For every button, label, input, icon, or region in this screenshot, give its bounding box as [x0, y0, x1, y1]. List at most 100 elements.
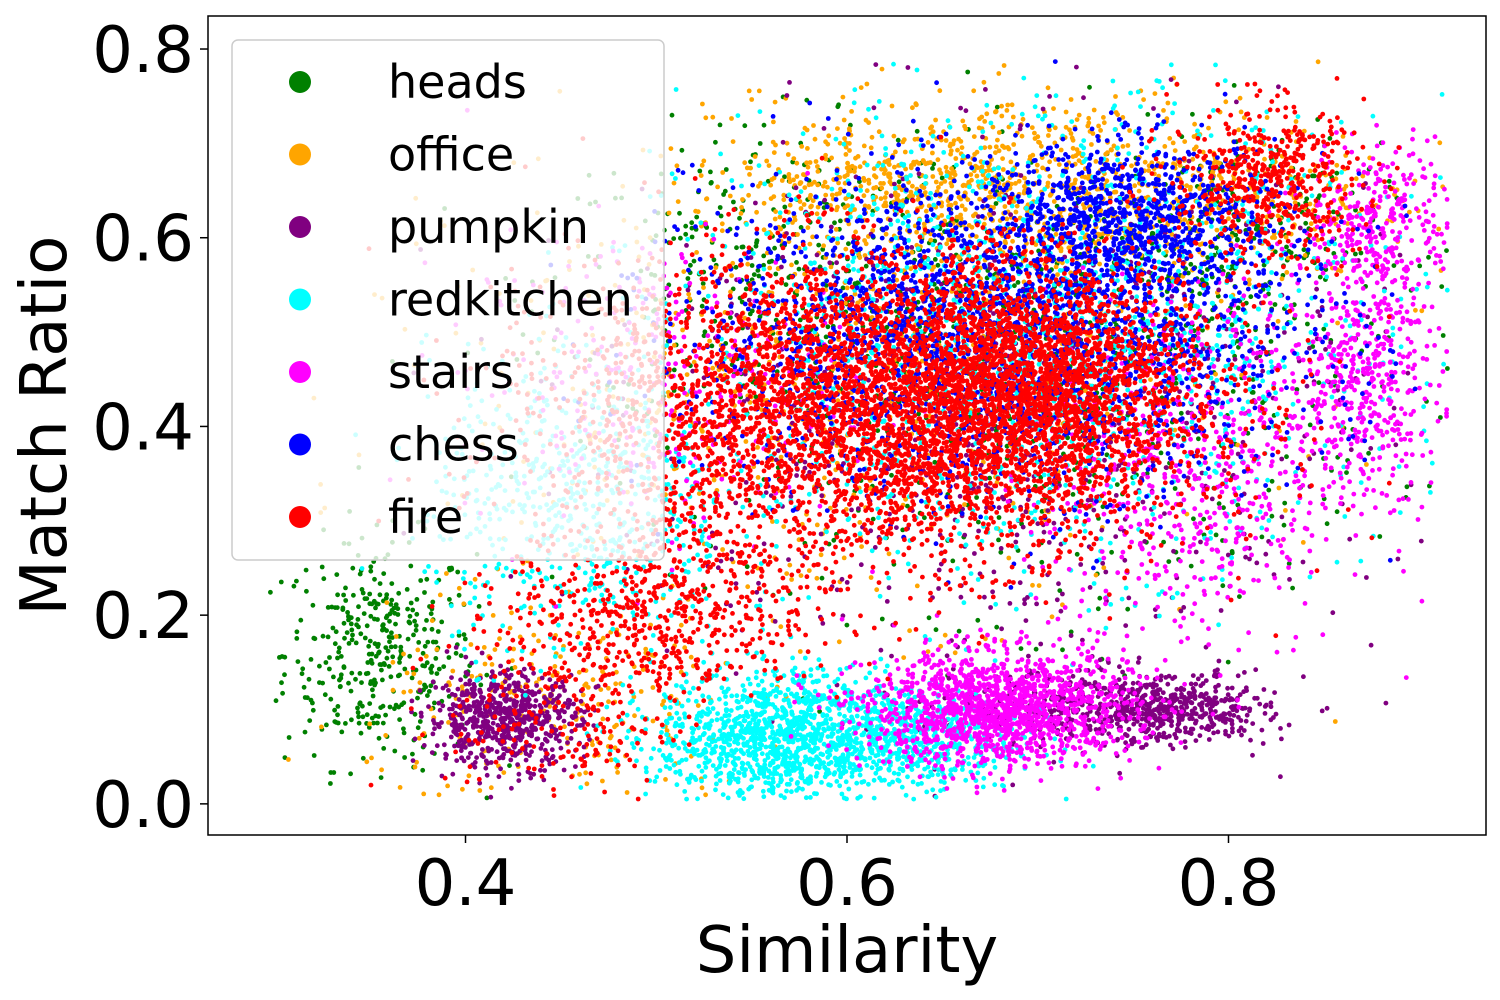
point-office — [752, 154, 758, 159]
point-heads — [1366, 450, 1371, 456]
point-heads — [819, 575, 825, 581]
point-heads — [426, 689, 432, 694]
point-office — [948, 148, 954, 154]
point-heads — [428, 611, 434, 617]
point-heads — [721, 192, 726, 197]
point-pumpkin — [440, 703, 446, 709]
point-office — [1193, 144, 1199, 150]
point-office — [1141, 97, 1146, 102]
point-office — [738, 211, 744, 216]
point-office — [947, 143, 953, 149]
point-pumpkin — [521, 702, 527, 707]
point-office — [1009, 102, 1015, 108]
point-heads — [414, 611, 420, 617]
point-office — [853, 229, 858, 235]
point-heads — [1327, 136, 1333, 141]
point-office — [456, 585, 462, 591]
point-office — [813, 159, 819, 164]
point-pumpkin — [1181, 687, 1187, 692]
point-office — [768, 196, 774, 202]
point-pumpkin — [1260, 741, 1266, 746]
point-heads — [368, 568, 374, 574]
point-heads — [391, 605, 397, 611]
point-heads — [685, 276, 691, 281]
point-heads — [1233, 232, 1239, 238]
point-pumpkin — [494, 749, 500, 755]
point-heads — [410, 751, 415, 757]
point-pumpkin — [1160, 721, 1166, 727]
point-heads — [1191, 516, 1196, 522]
point-heads — [358, 730, 364, 736]
point-heads — [441, 664, 447, 669]
point-heads — [1334, 170, 1340, 176]
point-heads — [369, 660, 375, 666]
point-pumpkin — [499, 754, 505, 759]
point-heads — [410, 607, 416, 613]
point-pumpkin — [569, 714, 575, 719]
point-heads — [343, 585, 348, 591]
point-office — [576, 669, 582, 675]
point-heads — [360, 755, 366, 761]
point-office — [798, 206, 804, 211]
point-pumpkin — [523, 674, 528, 680]
point-pumpkin — [487, 708, 493, 714]
point-pumpkin — [429, 750, 435, 755]
point-pumpkin — [1272, 690, 1277, 695]
point-office — [822, 179, 828, 185]
point-pumpkin — [534, 683, 539, 688]
point-pumpkin — [1187, 691, 1193, 696]
point-heads — [689, 225, 695, 231]
point-heads — [423, 684, 429, 690]
point-office — [1127, 128, 1132, 133]
point-pumpkin — [557, 714, 563, 720]
point-pumpkin — [1051, 759, 1057, 765]
point-office — [805, 146, 810, 151]
point-heads — [306, 676, 312, 682]
point-office — [866, 177, 872, 183]
point-heads — [1158, 450, 1164, 456]
point-office — [990, 124, 996, 130]
point-office — [710, 365, 716, 371]
point-pumpkin — [477, 688, 483, 694]
point-office — [638, 689, 644, 694]
point-heads — [412, 618, 417, 624]
point-heads — [325, 605, 331, 610]
point-office — [461, 601, 467, 607]
point-pumpkin — [1155, 691, 1161, 697]
point-office — [1170, 140, 1176, 146]
point-pumpkin — [485, 719, 490, 725]
point-pumpkin — [434, 743, 440, 749]
point-heads — [956, 628, 962, 634]
point-office — [1098, 127, 1103, 133]
point-office — [1115, 112, 1120, 117]
point-office — [1000, 156, 1005, 162]
point-heads — [416, 640, 422, 645]
point-office — [826, 133, 832, 139]
point-office — [928, 125, 933, 131]
point-heads — [371, 720, 376, 726]
point-office — [1113, 189, 1119, 195]
point-heads — [939, 175, 945, 181]
point-office — [364, 759, 370, 765]
point-heads — [383, 645, 389, 650]
point-heads — [702, 329, 708, 335]
point-heads — [408, 563, 414, 569]
point-office — [1238, 109, 1244, 115]
point-office — [784, 571, 790, 576]
point-office — [798, 573, 804, 578]
point-office — [613, 681, 619, 687]
point-heads — [1213, 532, 1219, 538]
point-pumpkin — [543, 736, 548, 742]
point-heads — [280, 690, 285, 696]
point-office — [675, 199, 681, 205]
point-heads — [384, 628, 389, 633]
point-office — [1076, 158, 1082, 164]
point-heads — [379, 662, 384, 667]
point-pumpkin — [446, 688, 451, 693]
point-heads — [749, 263, 755, 268]
point-office — [823, 139, 828, 145]
point-office — [849, 163, 855, 169]
point-office — [787, 179, 793, 185]
point-heads — [327, 655, 332, 660]
point-pumpkin — [1248, 737, 1253, 743]
